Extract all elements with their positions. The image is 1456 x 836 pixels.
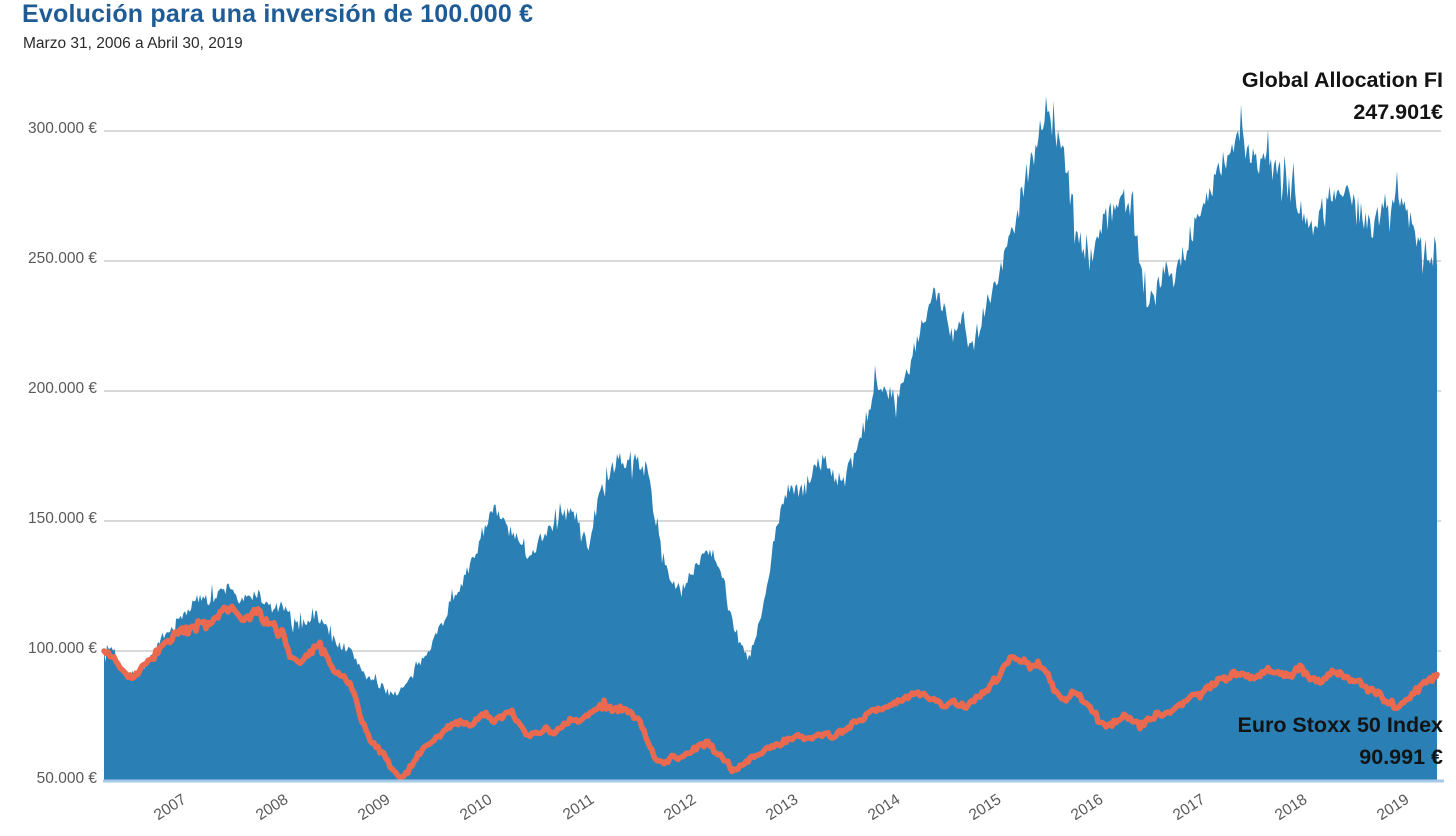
y-axis-label: 250.000 €	[28, 250, 97, 267]
series-annotation-index-name: Euro Stoxx 50 Index	[1237, 713, 1443, 737]
y-axis-label: 50.000 €	[36, 770, 97, 787]
page-title: Evolución para una inversión de 100.000 …	[22, 0, 534, 28]
y-axis-label: 100.000 €	[28, 640, 97, 657]
series-annotation-fund-value: 247.901€	[1353, 100, 1443, 124]
series-annotation-index-value: 90.991 €	[1359, 745, 1443, 769]
y-axis-label: 150.000 €	[28, 510, 97, 527]
y-axis-label: 300.000 €	[28, 120, 97, 137]
page-subtitle: Marzo 31, 2006 a Abril 30, 2019	[23, 35, 243, 52]
series-annotation-index: Euro Stoxx 50 Index 90.991 €	[1237, 709, 1443, 773]
series-area-global-allocation	[104, 96, 1437, 781]
series-line-euro-stoxx	[101, 603, 1440, 781]
series-annotation-fund: Global Allocation FI 247.901€	[1242, 64, 1443, 128]
y-axis-label: 200.000 €	[28, 380, 97, 397]
series-annotation-fund-name: Global Allocation FI	[1241, 68, 1443, 92]
